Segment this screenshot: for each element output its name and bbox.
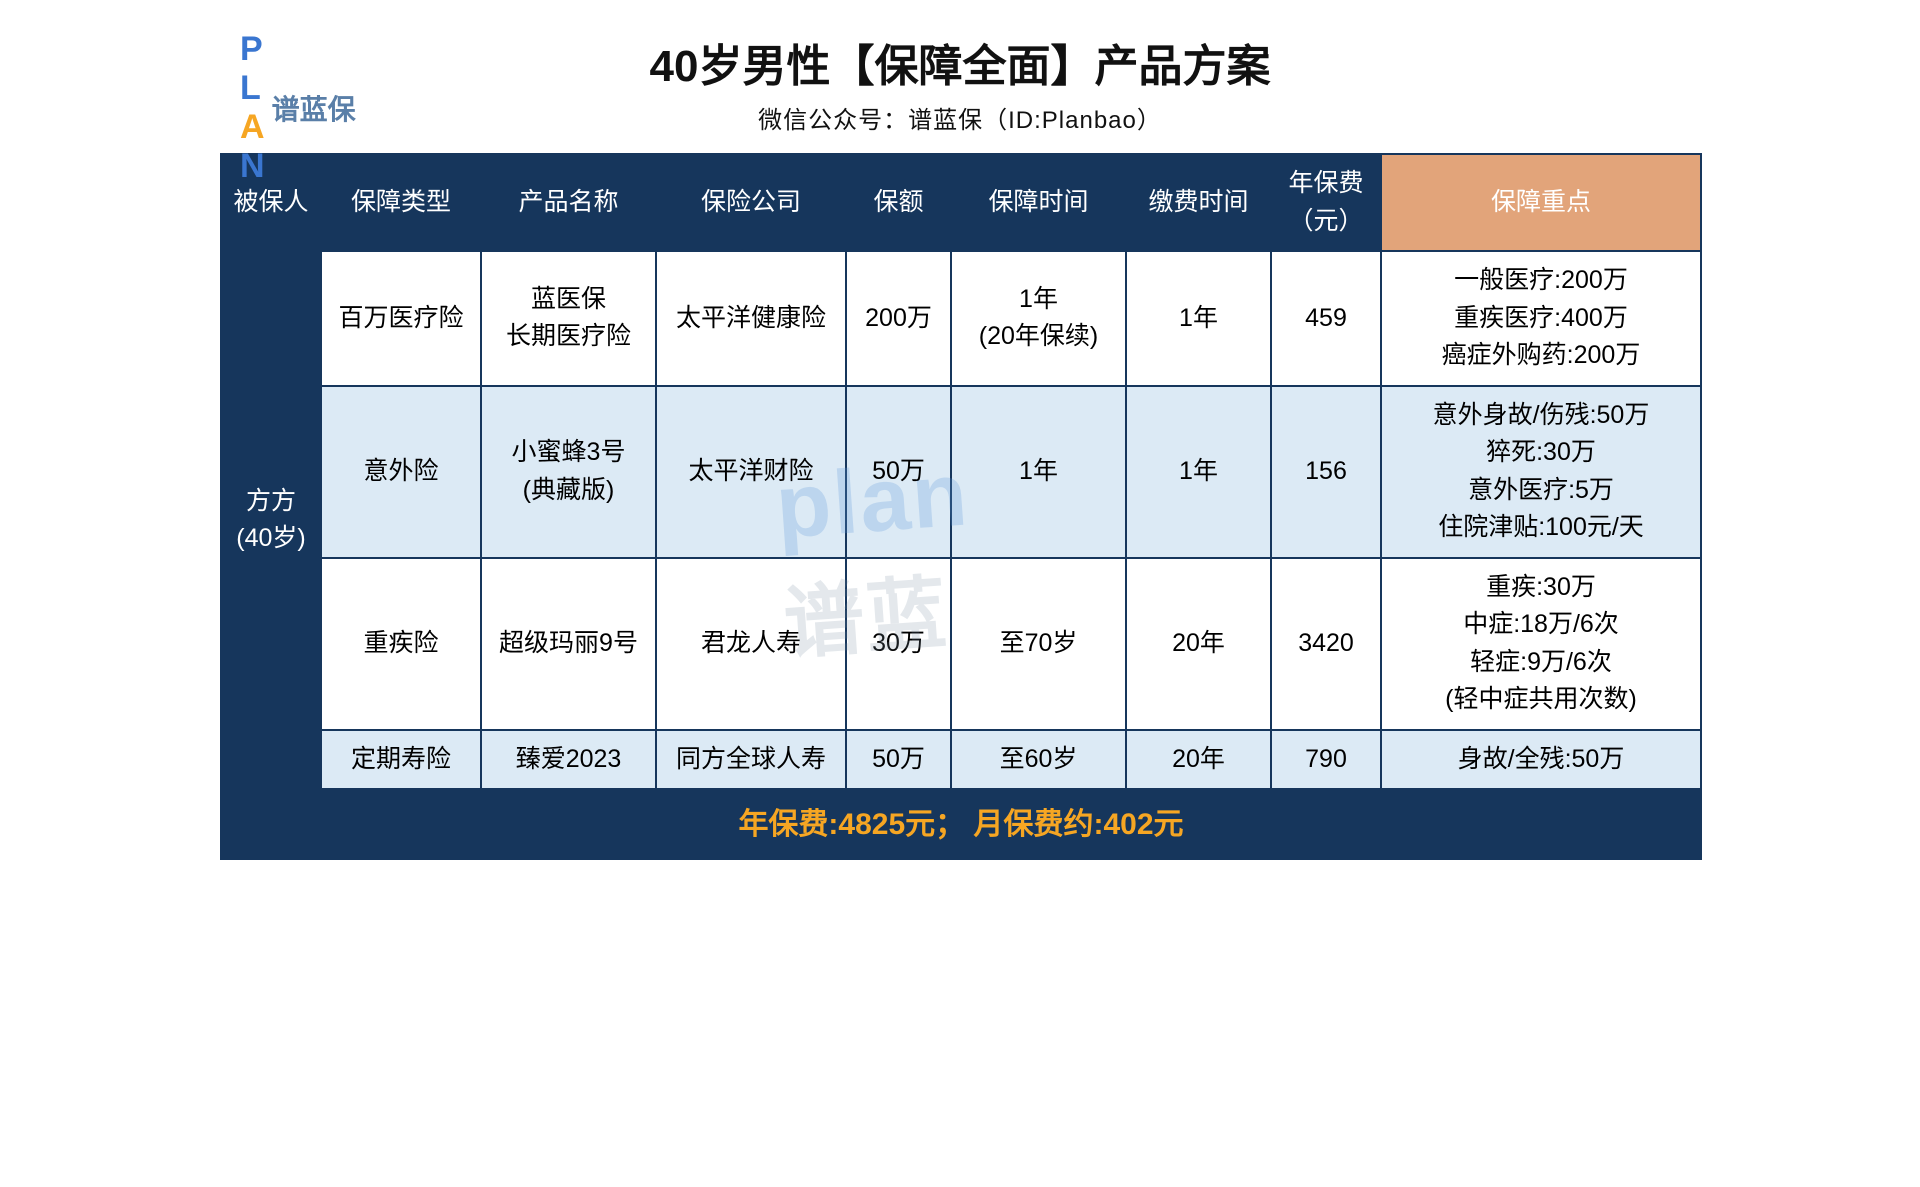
cell-highlights: 一般医疗:200万重疾医疗:400万癌症外购药:200万 <box>1381 251 1701 386</box>
cell-type: 百万医疗险 <box>321 251 481 386</box>
cell-highlights: 身故/全残:50万 <box>1381 730 1701 790</box>
cell-premium: 156 <box>1271 386 1381 558</box>
cell-type: 定期寿险 <box>321 730 481 790</box>
cell-payterm: 20年 <box>1126 558 1271 730</box>
logo-letter-n: N <box>240 147 264 186</box>
cell-product: 臻爱2023 <box>481 730 656 790</box>
col-highlights: 保障重点 <box>1381 154 1701 251</box>
col-term: 保障时间 <box>951 154 1126 251</box>
logo-letter-p: P <box>240 30 264 69</box>
logo-letter-l: L <box>240 69 264 108</box>
cell-product: 超级玛丽9号 <box>481 558 656 730</box>
col-payterm: 缴费时间 <box>1126 154 1271 251</box>
page-title: 40岁男性【保障全面】产品方案 <box>220 30 1700 94</box>
col-company: 保险公司 <box>656 154 846 251</box>
col-premium: 年保费（元） <box>1271 154 1381 251</box>
cell-coverage: 30万 <box>846 558 951 730</box>
cell-premium: 790 <box>1271 730 1381 790</box>
cell-term: 1年(20年保续) <box>951 251 1126 386</box>
logo-letter-a: A <box>240 108 264 147</box>
cell-highlights: 重疾:30万中症:18万/6次轻症:9万/6次(轻中症共用次数) <box>1381 558 1701 730</box>
header: 40岁男性【保障全面】产品方案 微信公众号：谱蓝保（ID:Planbao） <box>220 20 1700 153</box>
cell-coverage: 200万 <box>846 251 951 386</box>
cell-payterm: 20年 <box>1126 730 1271 790</box>
col-coverage: 保额 <box>846 154 951 251</box>
cell-payterm: 1年 <box>1126 386 1271 558</box>
cell-payterm: 1年 <box>1126 251 1271 386</box>
cell-premium: 459 <box>1271 251 1381 386</box>
table-row: 定期寿险臻爱2023同方全球人寿50万至60岁20年790身故/全残:50万 <box>221 730 1701 790</box>
table-row: 重疾险超级玛丽9号君龙人寿30万至70岁20年3420重疾:30万中症:18万/… <box>221 558 1701 730</box>
cell-type: 意外险 <box>321 386 481 558</box>
page-subtitle: 微信公众号：谱蓝保（ID:Planbao） <box>220 100 1700 135</box>
summary-row: 年保费:4825元； 月保费约:402元 <box>221 789 1701 859</box>
cell-term: 至70岁 <box>951 558 1126 730</box>
summary-cell: 年保费:4825元； 月保费约:402元 <box>221 789 1701 859</box>
table-row: 意外险小蜜蜂3号(典藏版)太平洋财险50万1年1年156意外身故/伤残:50万猝… <box>221 386 1701 558</box>
logo: PLAN 谱蓝保 <box>240 30 356 186</box>
cell-company: 君龙人寿 <box>656 558 846 730</box>
cell-term: 至60岁 <box>951 730 1126 790</box>
cell-highlights: 意外身故/伤残:50万猝死:30万意外医疗:5万住院津贴:100元/天 <box>1381 386 1701 558</box>
col-product: 产品名称 <box>481 154 656 251</box>
table-header-row: 被保人 保障类型 产品名称 保险公司 保额 保障时间 缴费时间 年保费（元） 保… <box>221 154 1701 251</box>
cell-premium: 3420 <box>1271 558 1381 730</box>
table-row: 方方(40岁)百万医疗险蓝医保长期医疗险太平洋健康险200万1年(20年保续)1… <box>221 251 1701 386</box>
insured-cell: 方方(40岁) <box>221 251 321 789</box>
cell-coverage: 50万 <box>846 730 951 790</box>
table-body: 方方(40岁)百万医疗险蓝医保长期医疗险太平洋健康险200万1年(20年保续)1… <box>221 251 1701 859</box>
cell-type: 重疾险 <box>321 558 481 730</box>
logo-text: 谱蓝保 <box>272 88 356 128</box>
logo-mark: PLAN <box>240 30 264 186</box>
cell-company: 太平洋财险 <box>656 386 846 558</box>
document-container: PLAN 谱蓝保 40岁男性【保障全面】产品方案 微信公众号：谱蓝保（ID:Pl… <box>220 20 1700 860</box>
cell-company: 太平洋健康险 <box>656 251 846 386</box>
cell-product: 蓝医保长期医疗险 <box>481 251 656 386</box>
insurance-table: 被保人 保障类型 产品名称 保险公司 保额 保障时间 缴费时间 年保费（元） 保… <box>220 153 1702 860</box>
cell-term: 1年 <box>951 386 1126 558</box>
cell-coverage: 50万 <box>846 386 951 558</box>
cell-company: 同方全球人寿 <box>656 730 846 790</box>
cell-product: 小蜜蜂3号(典藏版) <box>481 386 656 558</box>
